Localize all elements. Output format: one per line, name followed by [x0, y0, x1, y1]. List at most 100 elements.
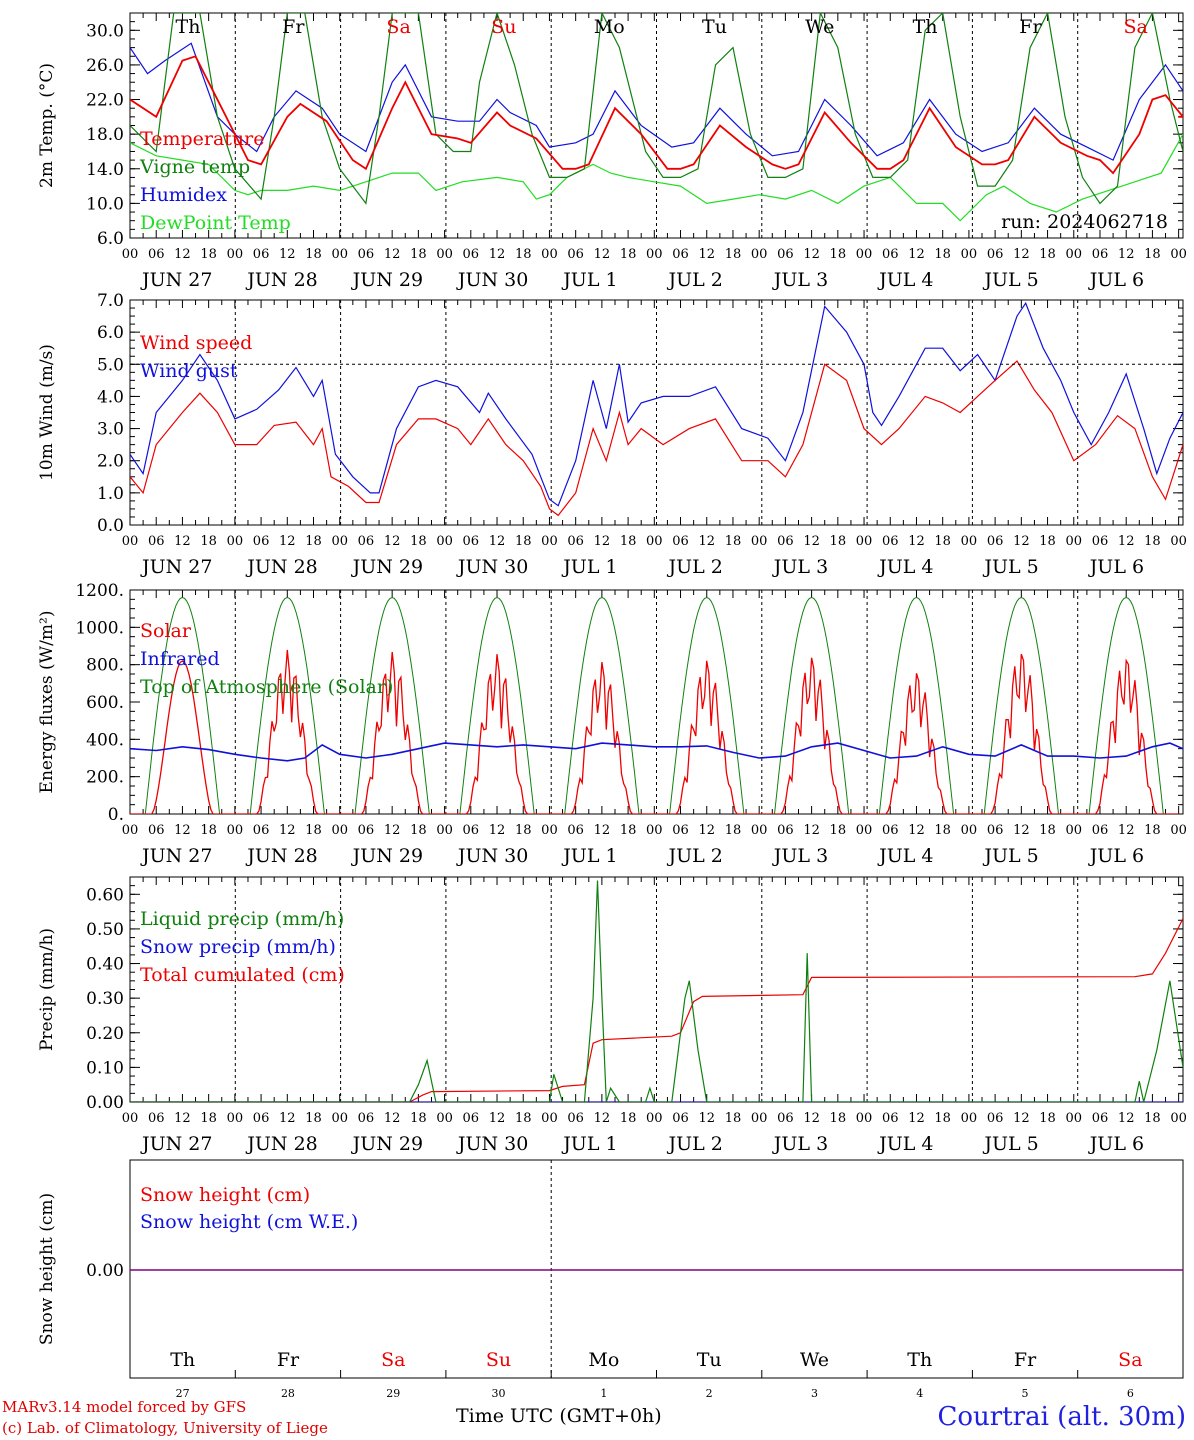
- y-tick-label: 0.40: [86, 955, 124, 975]
- legend-entry: Total cumulated (cm): [140, 964, 345, 986]
- hour-tick-label: 18: [934, 1111, 951, 1126]
- hour-tick-label: 18: [725, 247, 742, 262]
- weekday-label-bottom: Sa: [1118, 1349, 1142, 1371]
- y-axis-label: Energy fluxes (W/m²): [37, 611, 57, 794]
- hour-tick-label: 18: [1039, 1111, 1056, 1126]
- hour-tick-label: 12: [908, 823, 925, 838]
- hour-tick-label: 12: [803, 823, 820, 838]
- hour-tick-label: 12: [279, 1111, 296, 1126]
- hour-tick-label: 18: [620, 1111, 637, 1126]
- y-tick-label: 7.0: [97, 291, 124, 311]
- legend-entry: Snow precip (mm/h): [140, 936, 336, 958]
- hour-tick-label: 12: [698, 1111, 715, 1126]
- weekday-label-bottom: We: [800, 1349, 829, 1371]
- hour-tick-label: 06: [148, 534, 165, 549]
- hour-tick-label: 00: [646, 247, 663, 262]
- y-axis-label: 2m Temp. (°C): [37, 63, 57, 188]
- hour-tick-label: 18: [200, 823, 217, 838]
- date-label: JUL 3: [772, 269, 828, 291]
- hour-tick-label: 18: [410, 1111, 427, 1126]
- date-label: JUL 5: [982, 845, 1038, 867]
- y-tick-label: 30.0: [86, 21, 124, 41]
- hour-tick-label: 06: [148, 247, 165, 262]
- hour-tick-label: 00: [122, 1111, 139, 1126]
- day-number-label: 28: [281, 1387, 295, 1400]
- credit-lab: (c) Lab. of Climatology, University of L…: [2, 1419, 328, 1437]
- credit-model: MARv3.14 model forced by GFS: [2, 1398, 247, 1416]
- series-line-wind-speed: [130, 360, 1183, 517]
- hour-tick-label: 00: [227, 534, 244, 549]
- hour-tick-label: 00: [856, 823, 873, 838]
- hour-tick-label: 12: [908, 247, 925, 262]
- y-tick-label: 22.0: [86, 91, 124, 111]
- date-label: JUL 3: [772, 1133, 828, 1155]
- hour-tick-label: 18: [410, 823, 427, 838]
- hour-tick-label: 00: [436, 247, 453, 262]
- panel-frame-2: [129, 299, 1184, 526]
- hour-tick-label: 12: [279, 823, 296, 838]
- hour-tick-label: 12: [908, 534, 925, 549]
- hour-tick-label: 12: [698, 823, 715, 838]
- hour-tick-label: 00: [122, 247, 139, 262]
- y-tick-label: 800.: [86, 656, 124, 676]
- weekday-label-bottom: Th: [907, 1349, 932, 1371]
- hour-tick-label: 12: [594, 247, 611, 262]
- date-label: JUL 5: [982, 269, 1038, 291]
- y-tick-label: 0.00: [86, 1093, 124, 1113]
- date-label: JUL 1: [561, 845, 617, 867]
- toa-solar-line: [130, 596, 1179, 814]
- hour-tick-label: 18: [830, 1111, 847, 1126]
- y-tick-label: 2.0: [97, 452, 124, 472]
- legend-entry: Humidex: [140, 184, 227, 206]
- hour-tick-label: 06: [987, 823, 1004, 838]
- legend-entry: Wind speed: [140, 332, 252, 354]
- hour-tick-label: 06: [358, 1111, 375, 1126]
- hour-tick-label: 00: [1170, 1111, 1187, 1126]
- hour-tick-label: 12: [1118, 1111, 1135, 1126]
- date-label: JUL 4: [877, 845, 933, 867]
- weekday-label-bottom: Su: [486, 1349, 511, 1371]
- date-label: JUN 29: [351, 845, 423, 867]
- weekday-label-top: Su: [491, 16, 516, 38]
- weekday-label-top: Sa: [386, 16, 410, 38]
- date-label: JUL 3: [772, 845, 828, 867]
- weekday-label-bottom: Tu: [697, 1349, 722, 1371]
- hour-tick-label: 18: [934, 247, 951, 262]
- hour-tick-label: 06: [253, 534, 270, 549]
- hour-tick-label: 06: [1092, 534, 1109, 549]
- hour-tick-label: 18: [410, 247, 427, 262]
- hour-tick-label: 12: [489, 823, 506, 838]
- hour-tick-label: 06: [358, 823, 375, 838]
- hour-tick-label: 06: [672, 1111, 689, 1126]
- y-tick-label: 3.0: [97, 420, 124, 440]
- y-tick-label: 6.0: [97, 323, 124, 343]
- hour-tick-label: 12: [1118, 823, 1135, 838]
- hour-tick-label: 00: [1065, 1111, 1082, 1126]
- hour-tick-label: 00: [331, 1111, 348, 1126]
- weekday-label-top: Sa: [1124, 16, 1148, 38]
- hour-tick-label: 18: [1144, 534, 1161, 549]
- hour-tick-label: 12: [803, 247, 820, 262]
- hour-tick-label: 18: [305, 823, 322, 838]
- hour-tick-label: 12: [594, 823, 611, 838]
- hour-tick-label: 00: [541, 823, 558, 838]
- hour-tick-label: 00: [541, 534, 558, 549]
- hour-tick-label: 18: [620, 247, 637, 262]
- hour-tick-label: 00: [436, 534, 453, 549]
- hour-tick-label: 00: [122, 823, 139, 838]
- hour-tick-label: 12: [1013, 247, 1030, 262]
- date-label: JUL 1: [561, 556, 617, 578]
- hour-tick-label: 00: [1065, 823, 1082, 838]
- series-line-vigne-temp: [130, 13, 1183, 205]
- hour-tick-label: 18: [1039, 823, 1056, 838]
- hour-tick-label: 12: [1013, 1111, 1030, 1126]
- day-number-label: 2: [706, 1387, 713, 1400]
- hour-tick-label: 12: [279, 247, 296, 262]
- hour-tick-label: 12: [594, 534, 611, 549]
- hour-tick-label: 12: [1013, 534, 1030, 549]
- hour-tick-label: 18: [1144, 247, 1161, 262]
- y-tick-label: 0.00: [86, 1261, 124, 1281]
- hour-tick-label: 12: [1118, 247, 1135, 262]
- hour-tick-label: 00: [751, 1111, 768, 1126]
- hour-tick-label: 00: [541, 247, 558, 262]
